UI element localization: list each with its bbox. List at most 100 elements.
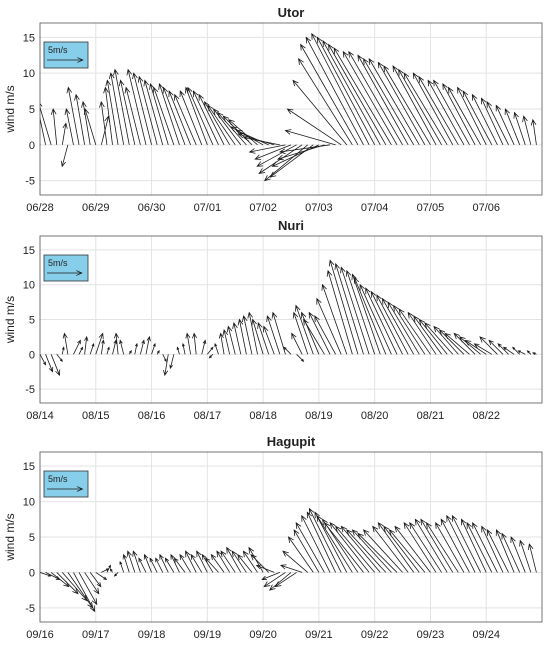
wind-arrow [78, 346, 83, 355]
wind-arrow [109, 568, 113, 573]
wind-arrow [40, 116, 46, 145]
wind-arrow [363, 57, 415, 146]
wind-arrow [158, 82, 180, 145]
wind-arrow [497, 343, 509, 355]
wind-arrow [398, 68, 442, 146]
wind-arrow [263, 572, 286, 588]
wind-arrow [381, 297, 415, 355]
wind-arrow [438, 329, 465, 355]
wind-arrow [151, 342, 156, 355]
wind-arrow [392, 65, 437, 146]
wind-arrow [143, 553, 152, 573]
wind-arrow [398, 308, 431, 355]
wind-arrow [326, 269, 353, 355]
wind-arrow [329, 522, 370, 573]
wind-arrow [306, 511, 336, 573]
wind-arrow [311, 32, 370, 146]
wind-arrow [377, 522, 415, 573]
wind-arrow [376, 294, 409, 355]
wind-arrow [174, 93, 197, 145]
wind-arrow [73, 339, 81, 355]
wind-arrow [201, 553, 214, 573]
wind-arrow [446, 514, 476, 573]
wind-arrow [108, 72, 125, 145]
wind-arrow [530, 118, 537, 145]
legend-box [43, 254, 89, 282]
wind-arrow [179, 553, 191, 573]
wind-arrow [261, 572, 280, 581]
wind-arrow [119, 339, 125, 355]
wind-arrow [387, 301, 420, 355]
wind-arrow [83, 108, 97, 145]
x-tick-label: 09/22 [361, 629, 389, 641]
wind-arrow [451, 514, 482, 573]
wind-arrow [413, 315, 442, 355]
wind-arrow [40, 354, 47, 366]
wind-arrow [271, 144, 320, 167]
wind-arrow [351, 529, 392, 573]
wind-arrow [74, 93, 86, 145]
wind-arrow [418, 318, 448, 355]
wind-arrow [156, 349, 160, 355]
wind-arrow [230, 126, 264, 146]
legend-arrow [47, 486, 84, 492]
y-axis-label: wind m/s [3, 513, 17, 561]
wind-arrow [298, 58, 353, 146]
wind-arrow [106, 346, 110, 355]
wind-arrow [342, 50, 398, 146]
wind-arrow [513, 111, 526, 145]
x-tick-label: 07/02 [249, 202, 277, 214]
wind-arrow [282, 550, 308, 573]
wind-arrow [210, 553, 225, 573]
wind-arrow [187, 86, 214, 145]
wind-arrow [527, 543, 537, 573]
panel-utor: -5 0 5 10 15 06/28 06/29 06/30 07/01 07/02 07/03 07… [3, 5, 543, 214]
y-tick-label: 0 [29, 349, 35, 361]
x-tick-label: 09/17 [82, 629, 110, 641]
wind-arrow [517, 350, 526, 355]
wind-arrow [321, 283, 348, 355]
y-axis-label: wind m/s [3, 296, 17, 344]
wind-arrow [300, 311, 320, 355]
wind-arrow [170, 553, 180, 573]
wind-arrow [50, 354, 61, 377]
wind-arrow [407, 311, 437, 355]
x-tick-label: 09/19 [194, 629, 222, 641]
wind-arrow [173, 557, 186, 573]
wind-arrow [444, 332, 470, 355]
wind-arrow [179, 90, 203, 145]
wind-arrow [232, 322, 242, 355]
wind-arrow [424, 322, 454, 355]
y-tick-label: 5 [29, 104, 35, 116]
wind-arrow [274, 572, 297, 588]
wind-arrow [278, 144, 331, 155]
wind-arrow [495, 529, 515, 573]
wind-arrow [377, 61, 426, 146]
wind-arrow [143, 79, 164, 145]
wind-arrow [504, 108, 521, 145]
wind-arrow [340, 525, 381, 573]
wind-arrow [119, 560, 125, 573]
wind-arrow [328, 259, 359, 355]
wind-arrow [348, 50, 403, 146]
wind-arrow [357, 54, 409, 146]
wind-arrow [510, 536, 526, 573]
panel-nuri: -5 0 5 10 15 08/14 08/15 08/16 08/17 08/18 08/19 08… [3, 218, 543, 422]
wind-arrow [113, 572, 119, 577]
wind-arrow [124, 86, 141, 145]
wind-arrow [279, 564, 303, 573]
wind-arrow [291, 332, 303, 355]
x-tick-label: 09/21 [305, 629, 333, 641]
wind-arrow [62, 332, 69, 355]
chart-title: Hagupit [267, 434, 316, 449]
legend-box [43, 470, 89, 498]
wind-arrow [473, 343, 493, 355]
wind-arrow [340, 266, 370, 355]
chart-title: Utor [278, 5, 305, 20]
wind-arrow [105, 79, 119, 145]
x-tick-label: 08/16 [138, 410, 166, 422]
wind-arrow [471, 93, 498, 146]
wind-arrow [196, 550, 208, 573]
wind-arrow [314, 315, 336, 355]
wind-arrow [464, 339, 487, 355]
